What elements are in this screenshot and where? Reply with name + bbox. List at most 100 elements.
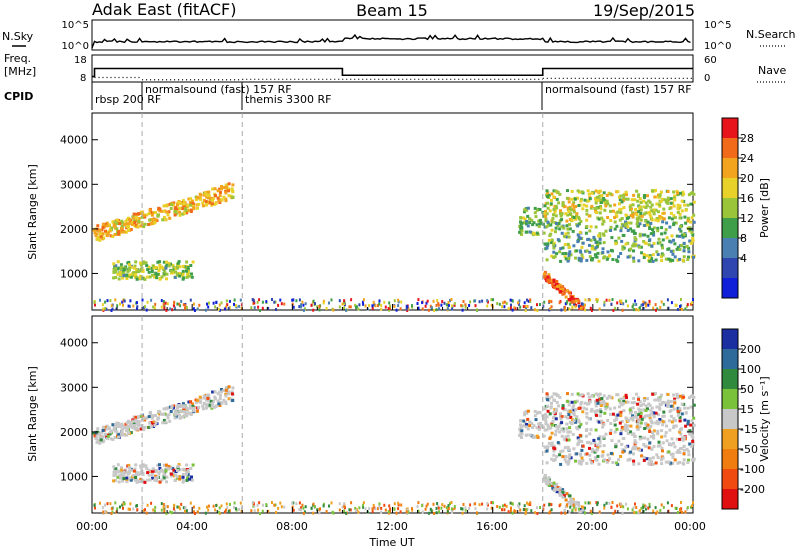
power-cell <box>585 212 589 216</box>
power-cell <box>158 277 162 281</box>
power-cell <box>541 222 545 226</box>
power-ground-cell <box>525 307 527 311</box>
power-cell <box>670 217 674 221</box>
power-cell <box>654 258 658 262</box>
power-cell <box>231 183 235 187</box>
power-cell <box>135 277 139 281</box>
velocity-cell <box>162 463 166 467</box>
velocity-cell <box>559 417 563 421</box>
power-cell <box>132 216 136 220</box>
velocity-cell <box>577 459 581 463</box>
velocity-ground-cell <box>303 510 306 514</box>
velocity-ground-cell <box>618 502 621 506</box>
power-ground-cell <box>172 304 175 308</box>
power-ground-cell <box>645 304 647 308</box>
power-cell <box>678 204 682 208</box>
velocity-cell <box>114 473 118 477</box>
power-cell <box>151 211 155 215</box>
power-ground-cell <box>464 303 467 307</box>
velocity-ground-cell <box>691 504 693 508</box>
velocity-cell <box>591 447 594 451</box>
velocity-cell <box>149 414 153 417</box>
velocity-cell <box>669 404 673 408</box>
power-ground-cell <box>261 300 264 304</box>
power-cell <box>637 224 640 228</box>
power-cell <box>520 233 523 236</box>
power-ground-cell <box>250 306 253 310</box>
power-cell <box>654 188 657 192</box>
velocity-cell <box>158 469 162 473</box>
velocity-cell <box>574 506 578 510</box>
velocity-cell <box>105 427 109 431</box>
velocity-cell <box>648 428 651 432</box>
power-cell <box>671 252 675 256</box>
velocity-cell <box>550 457 554 461</box>
power-cell <box>546 222 550 226</box>
power-ground-cell <box>407 307 410 311</box>
velocity-cell <box>673 397 677 401</box>
power-cell <box>157 206 161 210</box>
velocity-cell <box>618 401 622 405</box>
power-cell <box>660 259 664 263</box>
power-ground-cell <box>338 305 341 309</box>
velocity-cell <box>173 412 177 416</box>
velocity-cell <box>523 411 527 415</box>
velocity-cell <box>146 478 150 482</box>
velocity-cell <box>667 450 671 454</box>
power-cell <box>570 218 574 222</box>
velocity-ground-cell <box>549 509 552 513</box>
power-cell <box>548 234 552 238</box>
power-cell <box>122 230 126 234</box>
power-cell <box>178 265 182 269</box>
power-cell <box>604 202 608 206</box>
power-cell <box>591 244 594 248</box>
velocity-cell <box>567 455 571 459</box>
power-ground-cell <box>490 303 493 307</box>
power-cell <box>568 223 572 227</box>
power-cell <box>534 215 538 219</box>
power-cell <box>176 203 179 207</box>
power-cbar-tick-2: 20 <box>740 172 754 185</box>
velocity-cell <box>117 435 121 439</box>
power-cell <box>181 212 184 216</box>
power-cell <box>202 198 206 202</box>
velocity-cell <box>574 417 578 421</box>
velocity-ground-cell <box>380 506 383 510</box>
velocity-ground-cell <box>603 503 606 507</box>
power-cell <box>656 241 660 245</box>
power-cell <box>129 228 133 232</box>
power-cell <box>554 214 558 218</box>
power-ground-cell <box>501 305 503 309</box>
velocity-cell <box>93 434 97 438</box>
power-ground-cell <box>380 307 383 311</box>
power-cell <box>639 218 643 222</box>
velocity-cell <box>147 468 151 472</box>
velocity-cell <box>156 463 160 467</box>
velocity-cell <box>633 434 637 438</box>
power-cell <box>692 213 696 217</box>
power-cell <box>552 207 556 211</box>
power-ground-cell <box>372 300 375 304</box>
velocity-cell <box>572 411 576 415</box>
power-ground-cell <box>587 298 590 302</box>
power-ground-cell <box>304 302 307 306</box>
velocity-cell <box>570 392 574 396</box>
velocity-cell <box>604 432 608 436</box>
power-cell <box>554 204 558 208</box>
power-cell <box>648 227 652 230</box>
power-cell <box>134 271 137 275</box>
velocity-cell <box>566 462 570 466</box>
velocity-ground-cell <box>509 501 512 505</box>
power-cell <box>570 197 574 201</box>
power-cbar-swatch-6 <box>722 238 738 259</box>
power-cell <box>141 277 145 281</box>
power-ground-cell <box>583 308 586 312</box>
power-ytick-0: 1000 <box>60 267 88 280</box>
power-cell <box>120 226 124 230</box>
velocity-cell <box>602 435 605 439</box>
power-cell <box>658 241 662 245</box>
power-cell <box>174 270 178 274</box>
velocity-cell <box>535 434 539 438</box>
velocity-cell <box>597 420 601 424</box>
